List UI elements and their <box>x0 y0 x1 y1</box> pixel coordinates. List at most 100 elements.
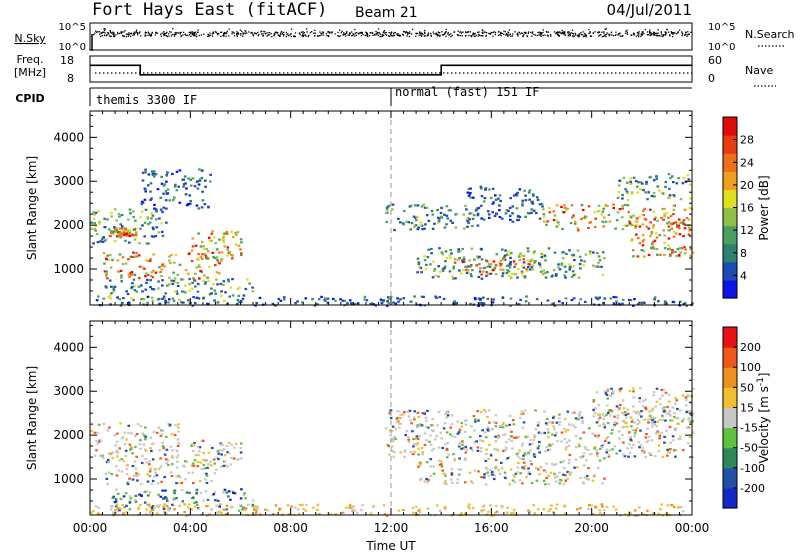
range-cell <box>392 451 396 454</box>
range-cell <box>507 438 511 441</box>
range-cell <box>330 513 333 516</box>
nsky-point <box>132 34 134 36</box>
range-cell <box>119 236 122 239</box>
range-cell <box>192 277 195 280</box>
range-cell <box>623 425 626 429</box>
nsky-point <box>572 32 574 34</box>
range-cell <box>180 278 183 281</box>
range-cell <box>220 251 224 254</box>
nsky-point <box>481 31 483 34</box>
range-cell <box>617 184 621 187</box>
range-cell <box>531 268 534 271</box>
range-cell <box>578 417 581 420</box>
nsky-point <box>665 32 668 34</box>
range-cell <box>422 295 425 298</box>
range-cell <box>216 499 220 502</box>
range-cell <box>214 292 217 295</box>
range-cell <box>601 220 604 223</box>
range-cell <box>130 297 133 300</box>
range-cell <box>301 503 304 506</box>
range-cell <box>662 410 666 413</box>
range-cell <box>533 436 537 439</box>
range-cell <box>189 202 192 205</box>
range-cell <box>100 238 104 241</box>
nsky-point <box>345 35 347 37</box>
nsky-point <box>257 35 259 37</box>
range-cell <box>531 193 535 196</box>
range-cell <box>271 302 275 305</box>
range-cell <box>214 242 217 245</box>
range-cell <box>199 245 203 248</box>
range-cell <box>660 216 663 219</box>
range-cell <box>224 464 227 467</box>
range-cell <box>183 503 187 506</box>
range-cell <box>145 281 148 284</box>
nsky-point <box>485 35 487 37</box>
range-cell <box>198 265 201 268</box>
range-cell <box>631 249 635 252</box>
range-cell <box>97 295 100 298</box>
nsky-point <box>460 32 463 34</box>
range-cell <box>141 432 145 435</box>
nsky-point <box>150 34 152 36</box>
range-cell <box>153 170 156 173</box>
range-cell <box>152 253 155 256</box>
range-cell <box>623 413 626 416</box>
nsky-point <box>626 29 628 31</box>
nsky-point <box>378 32 381 34</box>
nsky-point <box>266 35 268 37</box>
range-cell <box>676 407 679 411</box>
range-cell <box>147 173 151 176</box>
range-cell <box>625 190 629 193</box>
range-cell <box>164 292 168 295</box>
range-cell <box>632 304 635 307</box>
range-cell <box>155 210 158 213</box>
range-cell <box>224 291 227 294</box>
nsky-point <box>671 32 673 34</box>
range-cell <box>664 185 667 188</box>
range-cell <box>417 262 421 265</box>
range-cell <box>334 513 337 516</box>
nsky-point <box>187 34 189 36</box>
nsky-point <box>303 32 306 34</box>
range-cell <box>527 451 530 454</box>
range-cell <box>674 396 677 400</box>
nsky-point <box>687 31 689 33</box>
range-cell <box>617 408 621 411</box>
range-cell <box>402 509 405 512</box>
range-cell <box>416 442 419 445</box>
range-cell <box>480 509 483 512</box>
nsky-point <box>521 32 524 35</box>
range-cell <box>647 227 651 230</box>
range-cell <box>486 265 490 268</box>
nsky-point <box>147 34 149 36</box>
range-cell <box>148 491 152 494</box>
nsky-point <box>300 31 303 33</box>
range-cell <box>671 406 675 409</box>
nsky-point <box>527 32 529 34</box>
nsky-point <box>481 29 483 31</box>
range-cell <box>162 507 166 510</box>
range-cell <box>135 455 138 458</box>
range-cell <box>191 177 195 180</box>
range-cell <box>172 279 176 283</box>
range-cell <box>436 221 440 224</box>
range-cell <box>196 465 200 468</box>
range-cell <box>556 221 560 224</box>
range-cell <box>105 477 109 480</box>
range-cell <box>601 505 604 508</box>
range-cell <box>602 225 605 228</box>
range-cell <box>580 416 584 419</box>
range-cell <box>479 185 483 188</box>
velocity-x-ticks: 00:00 04:00 08:00 12:00 16:00 20:00 00:00 <box>73 321 709 535</box>
range-cell <box>572 411 576 414</box>
range-cell <box>236 298 240 302</box>
nsky-point <box>179 31 182 34</box>
range-cell <box>138 493 141 496</box>
range-cell <box>679 506 683 509</box>
nsky-point <box>600 34 602 36</box>
nsky-point <box>517 32 519 34</box>
range-cell <box>153 467 157 471</box>
range-cell <box>421 453 424 456</box>
range-cell <box>141 455 144 458</box>
